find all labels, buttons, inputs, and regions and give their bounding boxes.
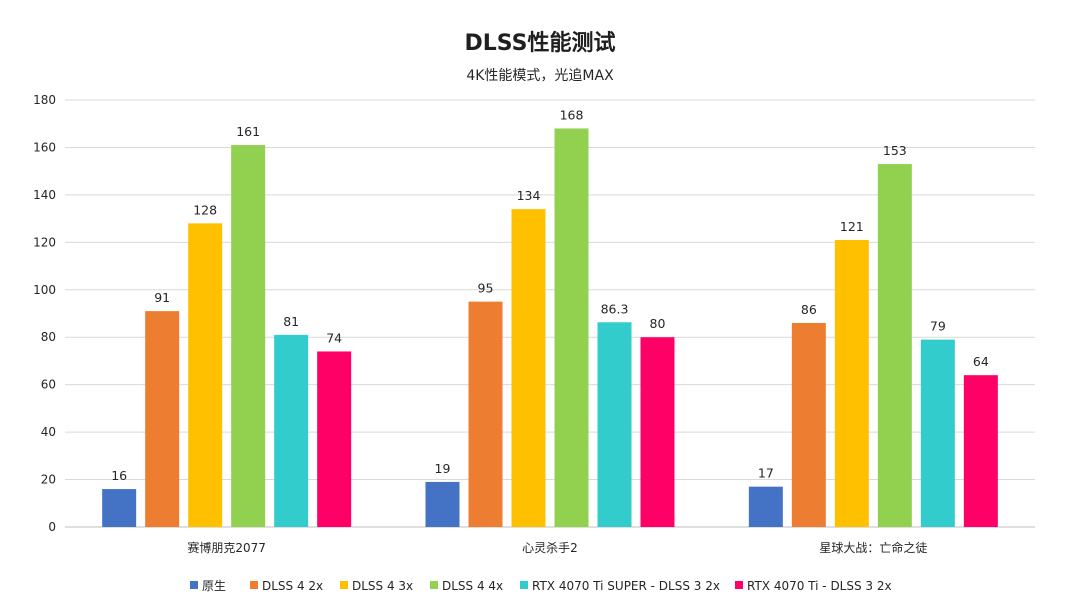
data-label: 17 — [758, 466, 774, 481]
category-label: 心灵杀手2 — [522, 540, 578, 555]
gridlines — [65, 99, 1035, 528]
bar — [511, 209, 546, 527]
legend-label: RTX 4070 Ti SUPER - DLSS 3 2x — [532, 579, 720, 593]
bar — [231, 145, 266, 528]
y-tick-label: 40 — [41, 425, 56, 439]
bar — [834, 239, 869, 527]
bars — [102, 128, 998, 528]
legend-label: DLSS 4 3x — [352, 579, 413, 593]
bar — [468, 301, 503, 527]
bar — [920, 339, 955, 527]
data-label: 168 — [560, 107, 584, 122]
data-label: 134 — [517, 188, 541, 203]
legend-swatch — [340, 581, 348, 589]
legend-swatch — [190, 581, 198, 589]
legend-label: DLSS 4 4x — [442, 579, 503, 593]
data-label: 95 — [478, 281, 494, 296]
y-tick-label: 100 — [33, 283, 56, 297]
data-label: 91 — [154, 290, 170, 305]
bar — [317, 351, 352, 527]
bar — [877, 164, 912, 528]
y-tick-label: 80 — [41, 330, 56, 344]
data-label: 81 — [283, 314, 299, 329]
data-label: 86.3 — [601, 301, 629, 316]
category-label: 赛博朋克2077 — [187, 540, 266, 555]
data-label: 64 — [973, 354, 989, 369]
bar — [425, 481, 460, 527]
chart-subtitle: 4K性能模式，光追MAX — [466, 68, 614, 84]
y-tick-label: 180 — [33, 93, 56, 107]
y-tick-label: 20 — [41, 473, 56, 487]
bar — [274, 334, 309, 527]
data-label: 80 — [650, 316, 666, 331]
legend-swatch — [520, 581, 528, 589]
data-label: 161 — [236, 124, 260, 139]
data-label: 121 — [840, 219, 864, 234]
bar — [554, 128, 589, 527]
legend-label: 原生 — [202, 579, 226, 593]
category-labels: 赛博朋克2077 心灵杀手2 星球大战：亡命之徒 — [187, 540, 927, 555]
data-label: 153 — [883, 143, 907, 158]
data-label: 86 — [801, 302, 817, 317]
y-tick-label: 140 — [33, 188, 56, 202]
y-tick-label: 120 — [33, 235, 56, 249]
bar — [145, 311, 180, 527]
legend-label: DLSS 4 2x — [262, 579, 323, 593]
bar — [963, 375, 998, 527]
legend-label: RTX 4070 Ti - DLSS 3 2x — [747, 579, 892, 593]
legend: 原生 DLSS 4 2x DLSS 4 3x DLSS 4 4x RTX 4070 Ti… — [190, 579, 892, 593]
data-label: 19 — [435, 461, 451, 476]
y-tick-label: 160 — [33, 140, 56, 154]
bar — [102, 489, 137, 527]
bar — [791, 322, 826, 527]
data-labels: 16 91 128 161 81 74 19 95 134 168 86.3 80 17 86 121 153… — [111, 107, 989, 483]
y-axis-ticks: 0 20 40 60 80 100 120 140 160 180 — [33, 93, 56, 534]
data-label: 16 — [111, 468, 127, 483]
y-tick-label: 60 — [41, 378, 56, 392]
bar — [640, 337, 675, 527]
legend-swatch — [250, 581, 258, 589]
category-label: 星球大战：亡命之徒 — [819, 540, 927, 555]
legend-swatch — [735, 581, 743, 589]
data-label: 128 — [193, 202, 217, 217]
legend-swatch — [430, 581, 438, 589]
bar — [188, 223, 223, 527]
y-tick-label: 0 — [48, 520, 56, 534]
data-label: 74 — [326, 330, 342, 345]
bar — [597, 322, 632, 527]
bar — [748, 486, 783, 527]
chart-title: DLSS性能测试 — [465, 30, 616, 56]
data-label: 79 — [930, 319, 946, 334]
